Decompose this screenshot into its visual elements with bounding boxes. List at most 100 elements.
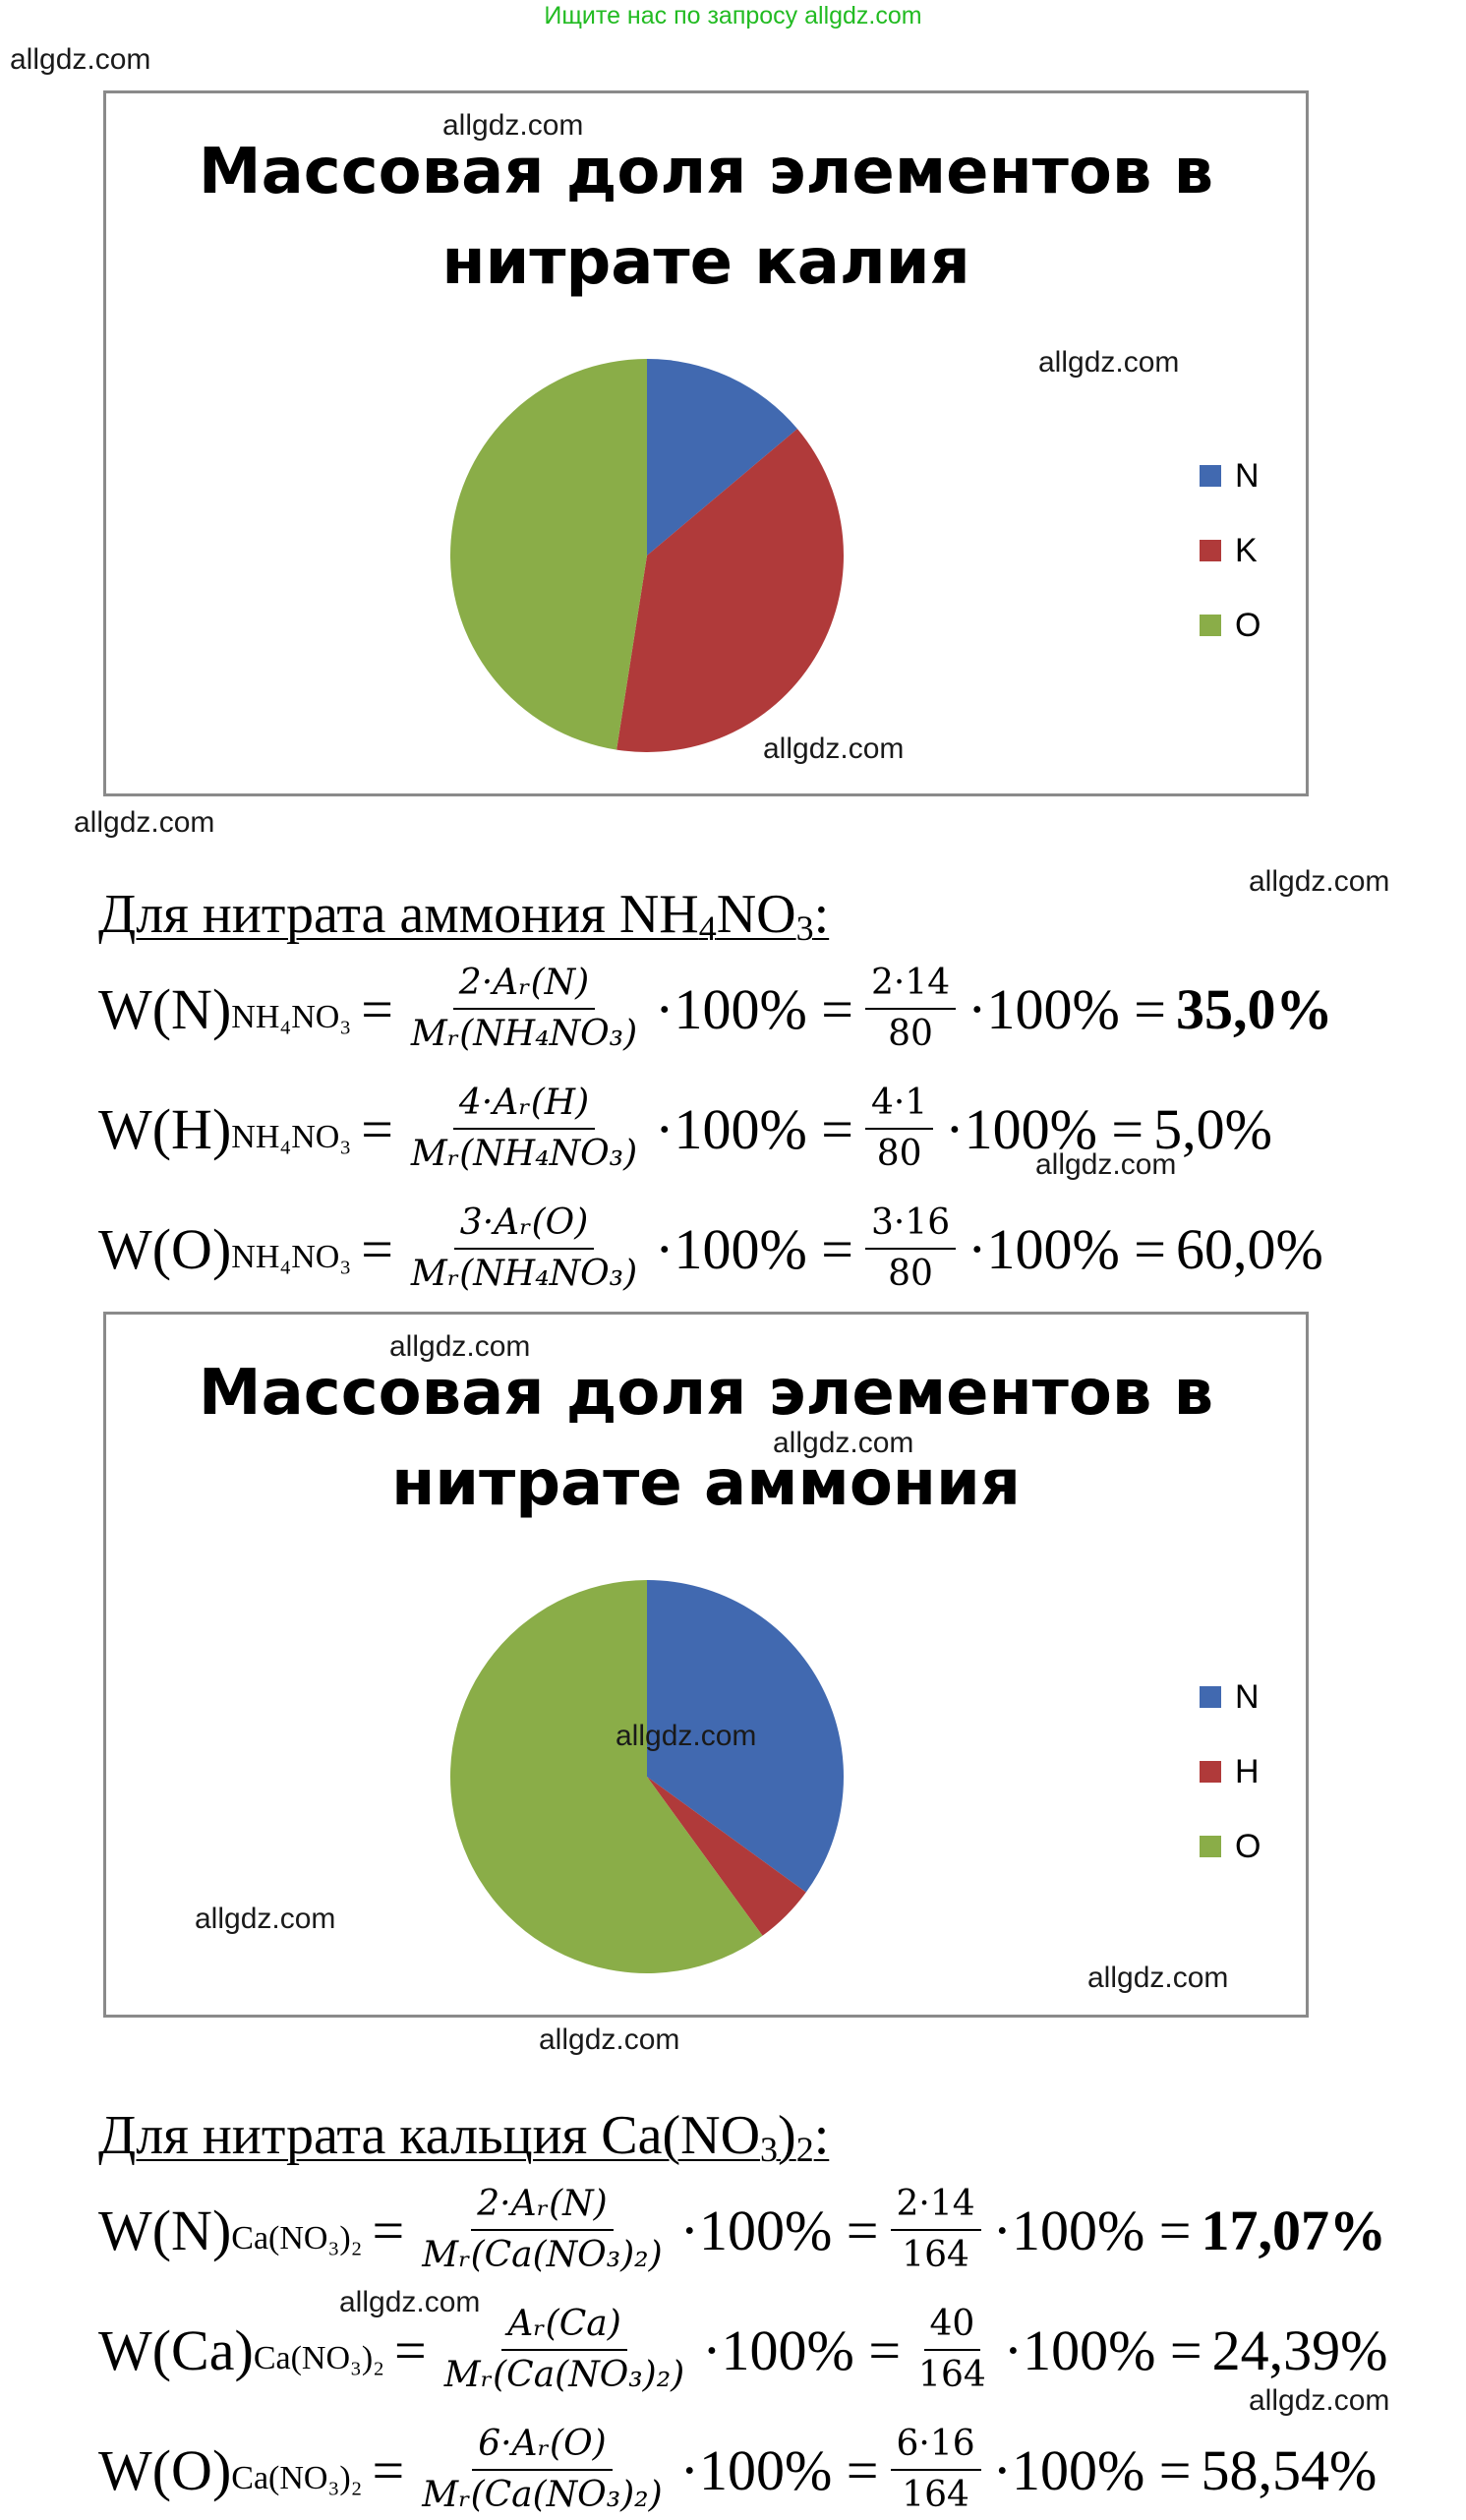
watermark: allgdz.com bbox=[389, 1330, 531, 1363]
percent-text: ·100% = bbox=[655, 1096, 853, 1161]
legend-swatch bbox=[1200, 540, 1221, 561]
legend-swatch bbox=[1200, 1686, 1221, 1708]
formula-subscript: Ca(NO₃)₂ bbox=[231, 2460, 363, 2496]
fraction-denominator: Mᵣ(Ca(NO₃)₂) bbox=[422, 2235, 663, 2275]
formula-label: W(N) bbox=[98, 976, 232, 1041]
watermark: allgdz.com bbox=[539, 2023, 680, 2056]
fraction-denominator: 164 bbox=[902, 2235, 969, 2275]
fraction-denominator: 80 bbox=[888, 1254, 933, 1294]
percent-text: ·100% = bbox=[1003, 2317, 1202, 2382]
result-value: 17,07% bbox=[1201, 2198, 1387, 2262]
fraction-denominator: Mᵣ(Ca(NO₃)₂) bbox=[422, 2475, 663, 2515]
search-banner: Ищите нас по запросу allgdz.com bbox=[544, 2, 922, 29]
fraction-symbolic: 2·Aᵣ(N) Mᵣ(Ca(NO₃)₂) bbox=[416, 2180, 668, 2280]
percent-text: ·100% = bbox=[702, 2317, 902, 2382]
fraction-numerator: 2·Aᵣ(N) bbox=[452, 959, 596, 1010]
legend-item: K bbox=[1200, 532, 1261, 569]
fraction-denominator: Mᵣ(NH₄NO₃) bbox=[410, 1014, 638, 1054]
percent-text: ·100% = bbox=[679, 2198, 879, 2262]
fraction-numerator: 6·16 bbox=[890, 2420, 981, 2471]
formula-label: W(H) bbox=[98, 1096, 232, 1161]
legend-label: N bbox=[1235, 1677, 1260, 1716]
percent-text: ·100% = bbox=[968, 1216, 1166, 1281]
formula-subscript: NH₄NO₃ bbox=[231, 1239, 352, 1275]
watermark: allgdz.com bbox=[616, 1720, 757, 1752]
fraction-denominator: Mᵣ(NH₄NO₃) bbox=[410, 1254, 638, 1294]
chart-ammonium-nitrate: allgdz.com Массовая доля элементов в all… bbox=[103, 1312, 1309, 2018]
fraction-numerator: 6·Aᵣ(O) bbox=[472, 2420, 613, 2471]
fraction-denominator: 164 bbox=[902, 2475, 969, 2515]
formula-row: W(Ca) Ca(NO₃)₂ = Aᵣ(Ca) Mᵣ(Ca(NO₃)₂) ·100% = 4… bbox=[98, 2300, 1387, 2400]
fraction-symbolic: 3·Aᵣ(O) Mᵣ(NH₄NO₃) bbox=[405, 1199, 643, 1299]
result-value: 24,39% bbox=[1211, 2317, 1388, 2382]
formula-label: W(Ca) bbox=[98, 2317, 254, 2382]
fraction-numerator: 2·14 bbox=[890, 2180, 981, 2231]
percent-text: ·100% = bbox=[992, 2437, 1192, 2502]
percent-text: ·100% = bbox=[968, 976, 1166, 1041]
percent-text: ·100% = bbox=[679, 2437, 879, 2502]
watermark: allgdz.com bbox=[773, 1427, 914, 1459]
legend-label: N bbox=[1235, 456, 1260, 495]
fraction-symbolic: Aᵣ(Ca) Mᵣ(Ca(NO₃)₂) bbox=[439, 2300, 690, 2400]
fraction-numerator: 3·Aᵣ(O) bbox=[453, 1199, 595, 1250]
result-value: 58,54% bbox=[1201, 2437, 1378, 2502]
fraction-numeric: 2·14 164 bbox=[890, 2180, 981, 2280]
pie-chart bbox=[449, 359, 844, 752]
legend-swatch bbox=[1200, 1836, 1221, 1857]
legend-item: N bbox=[1200, 1678, 1261, 1716]
fraction-symbolic: 6·Aᵣ(O) Mᵣ(Ca(NO₃)₂) bbox=[416, 2420, 668, 2520]
fraction-numerator: 2·14 bbox=[864, 959, 957, 1010]
formula-subscript: Ca(NO₃)₂ bbox=[253, 2340, 385, 2376]
fraction-denominator: 164 bbox=[918, 2355, 986, 2395]
fraction-denominator: 80 bbox=[888, 1014, 933, 1054]
formula-label: W(N) bbox=[98, 2198, 232, 2262]
result-value: 35,0% bbox=[1175, 976, 1333, 1041]
fraction-numeric: 3·16 80 bbox=[864, 1199, 957, 1299]
chart-title-line1: Массовая доля элементов в bbox=[198, 136, 1214, 208]
fraction-numeric: 4·1 80 bbox=[864, 1079, 934, 1179]
heading-ammonium-nitrate: Для нитрата аммония NH4NO3: bbox=[98, 884, 830, 948]
fraction-numerator: 40 bbox=[923, 2300, 981, 2351]
legend-label: O bbox=[1235, 606, 1261, 644]
watermark: allgdz.com bbox=[195, 1903, 336, 1935]
formula-subscript: NH₄NO₃ bbox=[231, 1119, 352, 1155]
watermark: allgdz.com bbox=[1249, 2384, 1390, 2417]
formula-subscript: Ca(NO₃)₂ bbox=[231, 2220, 363, 2256]
legend-swatch bbox=[1200, 465, 1221, 487]
legend-label: O bbox=[1235, 1827, 1261, 1865]
pie-slice-O bbox=[449, 359, 647, 750]
pie-slice-O bbox=[449, 1580, 763, 1973]
chart-potassium-nitrate: allgdz.com Массовая доля элементов в нит… bbox=[103, 90, 1309, 796]
fraction-numerator: 2·Aᵣ(N) bbox=[471, 2180, 614, 2231]
percent-text: ·100% = bbox=[992, 2198, 1192, 2262]
formula-row: W(O) Ca(NO₃)₂ = 6·Aᵣ(O) Mᵣ(Ca(NO₃)₂) ·100% = 6… bbox=[98, 2420, 1377, 2520]
fraction-denominator: Mᵣ(NH₄NO₃) bbox=[410, 1134, 638, 1174]
fraction-symbolic: 2·Aᵣ(N) Mᵣ(NH₄NO₃) bbox=[405, 959, 643, 1059]
pie-slice-K bbox=[616, 429, 844, 752]
pie-slice-H bbox=[647, 1777, 806, 1936]
heading-calcium-nitrate: Для нитрата кальция Ca(NO3)2: bbox=[98, 2105, 830, 2169]
fraction-numeric: 40 164 bbox=[912, 2300, 992, 2400]
legend-label: H bbox=[1235, 1752, 1260, 1790]
legend-item: O bbox=[1200, 607, 1261, 644]
formula-row: W(H) NH₄NO₃ = 4·Aᵣ(H) Mᵣ(NH₄NO₃) ·100% = 4·1 80… bbox=[98, 1079, 1272, 1179]
legend-item: N bbox=[1200, 457, 1261, 495]
watermark: allgdz.com bbox=[1035, 1148, 1177, 1181]
fraction-numerator: 4·Aᵣ(H) bbox=[452, 1079, 596, 1130]
fraction-numerator: 3·16 bbox=[864, 1199, 957, 1250]
chart-title-line2: нитрате калия bbox=[441, 226, 970, 299]
formula-row: W(N) Ca(NO₃)₂ = 2·Aᵣ(N) Mᵣ(Ca(NO₃)₂) ·100% = 2… bbox=[98, 2180, 1386, 2280]
watermark: allgdz.com bbox=[1038, 346, 1180, 379]
legend-item: O bbox=[1200, 1828, 1261, 1865]
fraction-numeric: 2·14 80 bbox=[864, 959, 957, 1059]
pie-chart bbox=[449, 1580, 844, 1973]
result-value: 5,0% bbox=[1153, 1096, 1272, 1161]
legend-swatch bbox=[1200, 615, 1221, 636]
chart-title-line2: нитрате аммония bbox=[391, 1447, 1021, 1520]
legend-swatch bbox=[1200, 1761, 1221, 1783]
legend-label: K bbox=[1235, 531, 1258, 569]
pie-slice-N bbox=[647, 359, 797, 556]
percent-text: ·100% = bbox=[655, 1216, 853, 1281]
